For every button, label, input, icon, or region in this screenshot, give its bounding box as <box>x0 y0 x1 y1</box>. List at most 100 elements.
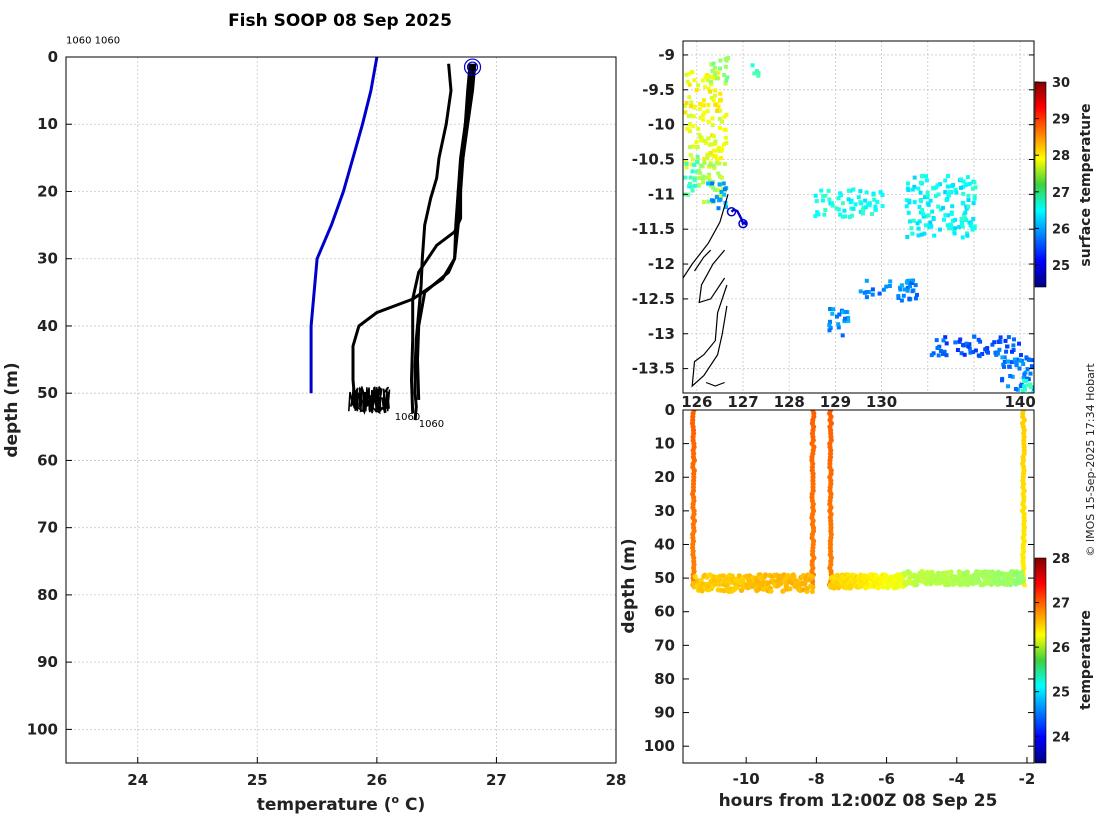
sst-pixel <box>1026 383 1031 388</box>
sst-pixel <box>849 206 854 211</box>
sst-pixel <box>689 100 694 105</box>
sst-pixel <box>706 199 711 204</box>
sst-pixel <box>1023 387 1027 392</box>
sst-pixel <box>1007 364 1012 369</box>
sst-pixel <box>901 293 906 298</box>
section-ylabel: depth (m) <box>619 538 639 633</box>
sst-pixel <box>946 226 951 231</box>
section-bottom-point <box>810 584 816 591</box>
section-bottom-point <box>948 569 954 575</box>
sst-pixel <box>910 231 915 236</box>
sst-pixel <box>837 312 842 317</box>
sst-pixel <box>723 81 728 86</box>
sst-pixel <box>813 193 818 198</box>
sst-pixel <box>710 123 715 128</box>
sst-pixel <box>688 181 692 186</box>
map-ytick-label: -10 <box>648 116 675 134</box>
sst-pixel <box>972 180 977 185</box>
sst-pixel <box>953 217 958 222</box>
sst-pixel <box>831 307 836 312</box>
sst-pixel <box>913 296 918 301</box>
track-start-marker <box>726 207 737 217</box>
sst-pixel <box>881 287 886 292</box>
profile-ticks: 24 25 26 27 28 0 10 20 30 40 50 60 70 80 90 100 <box>27 48 627 789</box>
sst-pixel <box>827 323 832 328</box>
sst-pixel <box>918 190 923 195</box>
section-ytick-label: 0 <box>665 401 675 419</box>
sst-pixel <box>828 326 833 330</box>
section-xlabel: hours from 12:00Z 08 Sep 25 <box>719 791 998 811</box>
sst-pixel <box>931 185 936 190</box>
profile-annotation: 1060 <box>395 412 420 423</box>
sst-pixel <box>907 198 912 203</box>
sst-pixel <box>965 231 969 236</box>
sst-pixel <box>941 352 945 356</box>
sst-pixel <box>719 189 724 194</box>
section-xtick-label: -4 <box>948 770 965 788</box>
profile-axes-frame <box>65 56 617 764</box>
section-bottom-point <box>780 588 787 594</box>
sst-pixel <box>870 212 874 216</box>
sst-pixel <box>815 210 820 215</box>
section-xtick-label: -2 <box>1019 770 1036 788</box>
sst-pixel <box>961 184 966 189</box>
sst-pixel <box>697 182 702 187</box>
sst-pixel <box>959 351 964 356</box>
sst-pixel <box>696 83 701 88</box>
sst-pixel <box>870 287 875 292</box>
sst-pixel <box>835 314 839 319</box>
sst-pixel <box>828 319 832 324</box>
section-colorbar-tick-label: 26 <box>1052 641 1070 656</box>
sst-pixel <box>840 214 845 219</box>
profile-ytick-label: 10 <box>37 115 58 133</box>
sst-pixel <box>861 208 866 212</box>
sst-pixel <box>941 338 946 343</box>
sst-pixel <box>951 183 956 187</box>
map-ytick-label: -10.5 <box>632 150 675 168</box>
sst-pixel <box>694 88 699 93</box>
sst-pixel <box>858 189 863 194</box>
sst-pixel <box>911 218 916 223</box>
sst-pixel <box>921 214 926 219</box>
sst-pixel <box>952 231 957 236</box>
profile-ytick-label: 40 <box>37 317 58 335</box>
sst-pixel <box>713 139 718 144</box>
sst-pixel <box>936 192 941 197</box>
sst-pixel <box>966 344 971 349</box>
sst-pixel <box>976 353 981 358</box>
sst-pixel <box>700 102 705 107</box>
section-ytick-label: 90 <box>654 704 675 722</box>
sst-pixel <box>887 284 892 288</box>
sst-pixel <box>1014 363 1019 368</box>
sst-pixel <box>686 126 691 131</box>
section-bottom-point <box>809 588 815 595</box>
profile-start-marker-inner <box>466 61 479 73</box>
sst-pixel <box>960 235 965 240</box>
sst-pixel <box>813 214 818 219</box>
sst-pixel <box>905 279 910 283</box>
sst-pixel <box>944 353 949 358</box>
sst-pixel <box>858 289 863 294</box>
sst-pixel <box>703 85 708 90</box>
sst-pixel <box>859 201 864 206</box>
sst-pixel <box>683 175 688 180</box>
sst-pixel <box>1028 391 1033 393</box>
profile-xtick-label: 27 <box>486 771 507 789</box>
sst-pixel <box>931 216 936 220</box>
sst-pixel <box>1010 374 1015 379</box>
sst-pixel <box>953 340 958 345</box>
section-bottom-point <box>988 581 994 588</box>
map-ytick-label: -11 <box>648 185 675 203</box>
sst-pixel <box>709 142 714 147</box>
sst-pixel <box>851 206 856 211</box>
sst-pixel <box>923 195 927 200</box>
sst-pixel <box>962 352 967 357</box>
sst-pixel <box>971 216 976 221</box>
sst-pixel <box>722 114 727 119</box>
sst-pixel <box>712 76 717 80</box>
sst-pixel <box>715 160 719 165</box>
section-panel: -10 -8 -6 -4 -2 0 10 20 30 40 50 60 70 80 90 100 24 25 26… <box>619 401 1094 811</box>
profile-ytick-label: 0 <box>48 48 58 66</box>
sst-pixel <box>718 97 723 102</box>
sst-pixel <box>934 185 939 190</box>
